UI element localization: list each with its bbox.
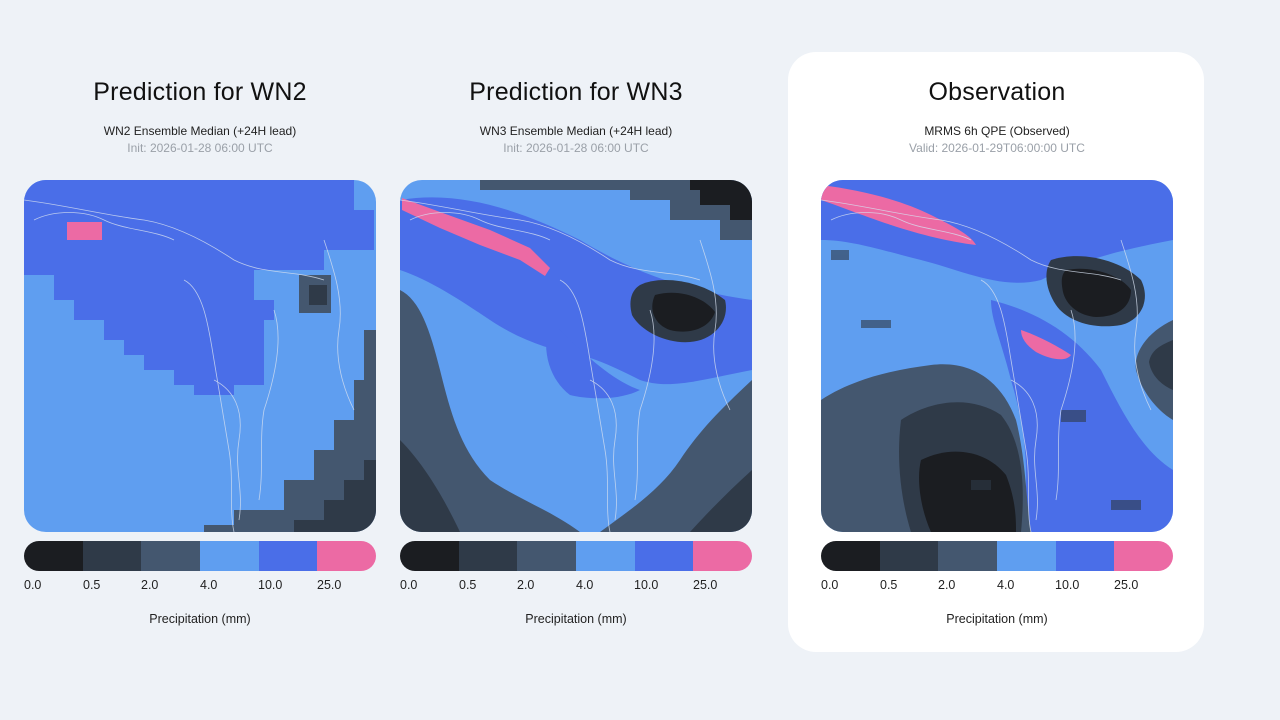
color-swatch	[821, 541, 880, 571]
colorbar-label: Precipitation (mm)	[946, 612, 1048, 626]
precipitation-colorbar	[400, 541, 752, 571]
color-swatch	[258, 541, 318, 571]
panel-subtitle: WN3 Ensemble Median (+24H lead)	[479, 124, 673, 138]
color-swatch	[1114, 541, 1173, 571]
precipitation-map-wn3	[400, 180, 752, 532]
tick-label: 10.0	[1055, 578, 1080, 592]
panel-init-time: Init: 2026-01-28 06:00 UTC	[503, 141, 649, 155]
panel-wn3: Prediction for WN3 WN3 Ensemble Median (…	[400, 50, 752, 650]
colorbar-label: Precipitation (mm)	[525, 612, 627, 626]
tick-label: 4.0	[576, 578, 594, 592]
colorbar-ticks: 0.0 0.5 2.0 4.0 10.0 25.0	[400, 578, 752, 594]
panel-init-time: Init: 2026-01-28 06:00 UTC	[127, 141, 273, 155]
panel-title: Prediction for WN2	[93, 78, 307, 106]
colorbar-label: Precipitation (mm)	[149, 612, 251, 626]
panel-wn2: Prediction for WN2 WN2 Ensemble Median (…	[24, 50, 376, 650]
panel-title: Observation	[928, 78, 1066, 106]
colorbar-ticks: 0.0 0.5 2.0 4.0 10.0 25.0	[24, 578, 376, 594]
tick-label: 0.0	[821, 578, 839, 592]
precipitation-map-wn2	[24, 180, 376, 532]
color-swatch	[634, 541, 694, 571]
tick-label: 10.0	[634, 578, 659, 592]
panel-valid-time: Valid: 2026-01-29T06:00:00 UTC	[909, 141, 1085, 155]
color-swatch	[997, 541, 1056, 571]
colorbar-ticks: 0.0 0.5 2.0 4.0 10.0 25.0	[821, 578, 1173, 594]
tick-label: 25.0	[317, 578, 342, 592]
color-swatch	[1055, 541, 1115, 571]
tick-label: 2.0	[141, 578, 159, 592]
tick-label: 0.5	[83, 578, 101, 592]
panel-observation: Observation MRMS 6h QPE (Observed) Valid…	[821, 50, 1173, 650]
tick-label: 2.0	[938, 578, 956, 592]
color-swatch	[317, 541, 376, 571]
color-swatch	[200, 541, 259, 571]
color-swatch	[693, 541, 752, 571]
color-swatch	[938, 541, 998, 571]
panel-subtitle: WN2 Ensemble Median (+24H lead)	[103, 124, 297, 138]
precipitation-map-observed	[821, 180, 1173, 532]
panel-subtitle: MRMS 6h QPE (Observed)	[924, 124, 1070, 138]
color-swatch	[517, 541, 577, 571]
panel-title: Prediction for WN3	[469, 78, 683, 106]
tick-label: 4.0	[997, 578, 1015, 592]
tick-label: 25.0	[693, 578, 718, 592]
tick-label: 0.5	[459, 578, 477, 592]
color-swatch	[879, 541, 939, 571]
color-swatch	[400, 541, 459, 571]
color-swatch	[576, 541, 635, 571]
color-swatch	[458, 541, 518, 571]
tick-label: 25.0	[1114, 578, 1139, 592]
tick-label: 10.0	[258, 578, 283, 592]
tick-label: 2.0	[517, 578, 535, 592]
tick-label: 0.5	[880, 578, 898, 592]
color-swatch	[141, 541, 201, 571]
precipitation-colorbar	[24, 541, 376, 571]
tick-label: 4.0	[200, 578, 218, 592]
color-swatch	[24, 541, 83, 571]
tick-label: 0.0	[400, 578, 418, 592]
tick-label: 0.0	[24, 578, 42, 592]
color-swatch	[82, 541, 142, 571]
precipitation-colorbar	[821, 541, 1173, 571]
